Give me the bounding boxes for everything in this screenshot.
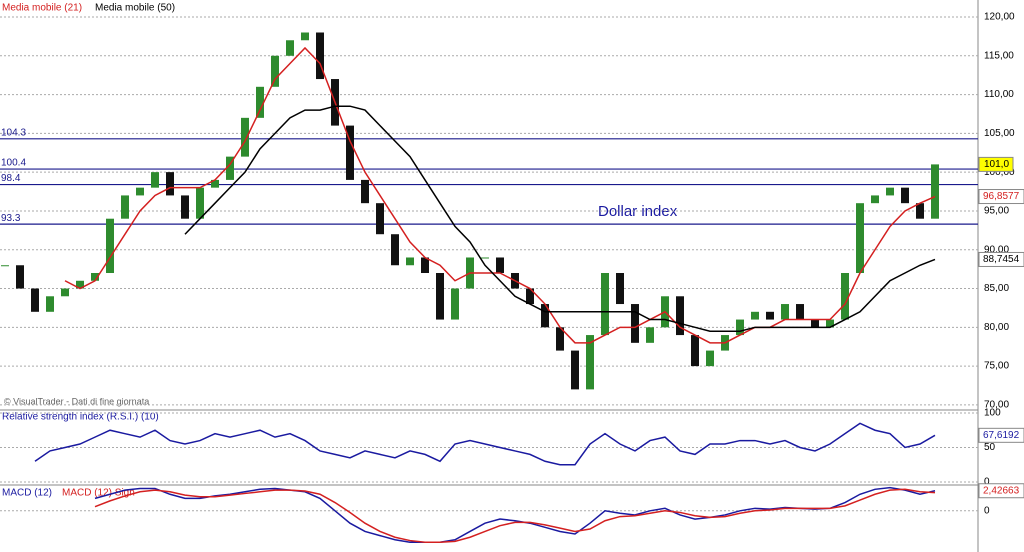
candle [391,234,399,266]
y-tick-label: 0 [984,505,990,516]
candle [886,187,894,196]
candle [691,335,699,367]
candle [901,187,909,204]
candle [676,296,684,336]
candle [496,257,504,274]
candle [541,304,549,328]
last-value-box [978,483,1024,499]
level-label: 98.4 [1,173,21,184]
last-value-label: 2,42663 [983,485,1020,496]
candle [346,125,354,180]
last-value-label: 88,7454 [983,254,1020,265]
y-tick-label: 95,00 [984,206,1009,217]
candle [1,265,9,267]
candle [376,203,384,235]
candle [781,304,789,320]
legend-entry: Media mobile (50) [95,3,175,14]
y-tick-label: 50 [984,442,996,453]
candle [151,172,159,188]
candle [136,187,144,196]
moving-average [64,46,936,344]
level-label: 104.3 [1,127,26,138]
candle [361,179,369,204]
last-value-label: 67,6192 [983,430,1020,441]
candle [931,164,939,219]
panel-title: Relative strength index (R.S.I.) (10) [2,412,159,423]
last-value-box [978,427,1024,443]
candle [286,40,294,56]
macd-line [94,488,936,543]
candle [91,273,99,281]
annotation: Dollar index [598,203,678,220]
last-value-label: 96,8577 [983,191,1020,202]
y-tick-label: 75,00 [984,361,1009,372]
candle [646,327,654,343]
candle [871,195,879,204]
candle [31,288,39,312]
candle [571,350,579,390]
y-tick-label: 100 [984,408,1001,419]
candle [121,195,129,219]
candle [766,311,774,320]
candle [181,195,189,219]
candle [271,55,279,87]
y-tick-label: 110,00 [984,89,1014,100]
candle [106,218,114,274]
y-tick-label: 115,00 [984,50,1014,61]
candle [856,203,864,274]
legend-entry: Media mobile (21) [2,3,82,14]
candle [706,350,714,367]
y-tick-label: 120,00 [984,12,1015,23]
y-tick-label: 0 [984,477,990,488]
candle [916,203,924,219]
y-tick-label: 80,00 [984,322,1009,333]
candle [406,257,414,266]
y-tick-label: 100,00 [984,167,1015,178]
rsi-line [34,422,936,466]
y-tick-label: 105,00 [984,128,1015,139]
y-tick-label: 70,00 [984,400,1009,411]
candle [826,319,834,328]
candle [16,265,24,289]
candle [616,273,624,305]
candle [196,187,204,219]
last-value-box [978,156,1014,172]
candle [421,257,429,274]
candle [211,179,219,188]
candle [811,319,819,328]
candle [586,335,594,390]
level-label: 93.3 [1,213,21,224]
candle [751,311,759,320]
candle [166,172,174,196]
candle [76,280,84,289]
candle [526,288,534,305]
candle [301,32,309,41]
last-value-box [978,189,1024,205]
candle [601,273,609,336]
candle [61,288,69,297]
candle [481,257,489,259]
y-tick-label: 90,00 [984,244,1009,255]
last-value-label: 101,0 [984,159,1009,170]
candle [556,327,564,351]
candle [226,156,234,180]
level-label: 100.4 [1,158,26,169]
candle [841,273,849,320]
candle [316,32,324,80]
candle [46,296,54,312]
candle [631,304,639,343]
candle [436,273,444,320]
candle [256,86,264,118]
y-tick-label: 85,00 [984,283,1009,294]
candle [796,304,804,320]
moving-average [184,105,936,332]
legend-entry: MACD (12) Sign [62,488,135,499]
source: © VisualTrader - Dati di fine giornata [4,396,149,406]
candle [241,117,249,157]
last-value-box [978,251,1024,267]
candle [736,319,744,336]
candle [451,288,459,320]
legend-entry: MACD (12) [2,488,52,499]
